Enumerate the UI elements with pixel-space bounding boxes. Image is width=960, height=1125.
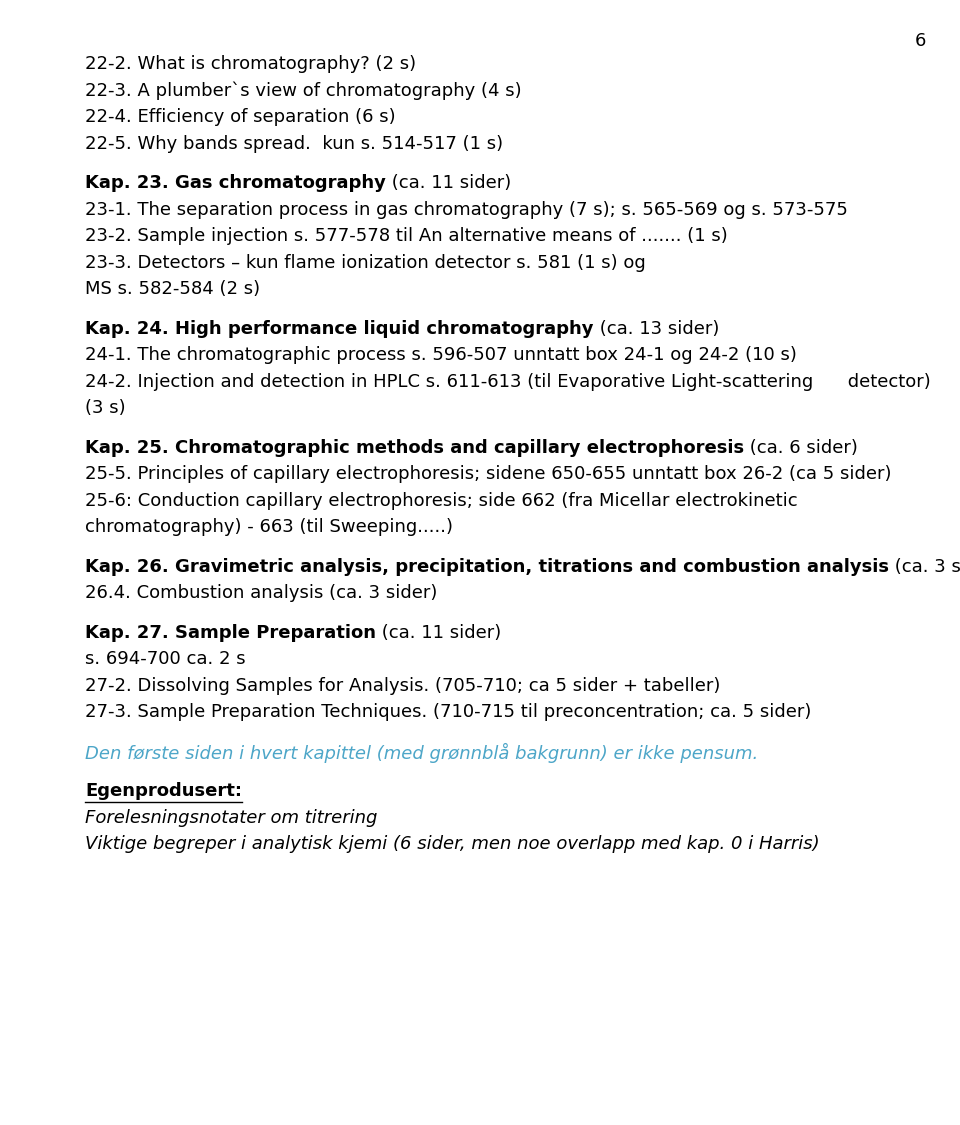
Text: Kap. 23. Gas chromatography: Kap. 23. Gas chromatography [85,174,386,192]
Text: Kap. 27. Sample Preparation: Kap. 27. Sample Preparation [85,623,376,641]
Text: 22-4. Efficiency of separation (6 s): 22-4. Efficiency of separation (6 s) [85,108,396,126]
Text: MS s. 582-584 (2 s): MS s. 582-584 (2 s) [85,280,260,298]
Text: (ca. 13 sider): (ca. 13 sider) [593,319,719,337]
Text: 25-5. Principles of capillary electrophoresis; sidene 650-655 unntatt box 26-2 (: 25-5. Principles of capillary electropho… [85,465,892,483]
Text: Kap. 25. Chromatographic methods and capillary electrophoresis: Kap. 25. Chromatographic methods and cap… [85,439,744,457]
Text: Viktige begreper i analytisk kjemi (6 sider, men noe overlapp med kap. 0 i Harri: Viktige begreper i analytisk kjemi (6 si… [85,835,820,853]
Text: 22-3. A plumber`s view of chromatography (4 s): 22-3. A plumber`s view of chromatography… [85,81,521,100]
Text: Egenprodusert:: Egenprodusert: [85,782,242,800]
Text: Forelesningsnotater om titrering: Forelesningsnotater om titrering [85,809,377,827]
Text: 26.4. Combustion analysis (ca. 3 sider): 26.4. Combustion analysis (ca. 3 sider) [85,584,438,602]
Text: 27-2. Dissolving Samples for Analysis. (705-710; ca 5 sider + tabeller): 27-2. Dissolving Samples for Analysis. (… [85,676,720,694]
Text: 23-3. Detectors – kun flame ionization detector s. 581 (1 s) og: 23-3. Detectors – kun flame ionization d… [85,253,646,271]
Text: 24-1. The chromatographic process s. 596-507 unntatt box 24-1 og 24-2 (10 s): 24-1. The chromatographic process s. 596… [85,346,797,364]
Text: 25-6: Conduction capillary electrophoresis; side 662 (fra Micellar electrokineti: 25-6: Conduction capillary electrophores… [85,492,798,510]
Text: s. 694-700 ca. 2 s: s. 694-700 ca. 2 s [85,650,246,668]
Text: (ca. 6 sider): (ca. 6 sider) [744,439,858,457]
Text: Kap. 26. Gravimetric analysis, precipitation, titrations and combustion analysis: Kap. 26. Gravimetric analysis, precipita… [85,558,889,576]
Text: Kap. 24. High performance liquid chromatography: Kap. 24. High performance liquid chromat… [85,319,593,337]
Text: 23-2. Sample injection s. 577-578 til An alternative means of ....... (1 s): 23-2. Sample injection s. 577-578 til An… [85,227,728,245]
Text: 22-5. Why bands spread.  kun s. 514-517 (1 s): 22-5. Why bands spread. kun s. 514-517 (… [85,135,503,153]
Text: 27-3. Sample Preparation Techniques. (710-715 til preconcentration; ca. 5 sider): 27-3. Sample Preparation Techniques. (71… [85,703,811,721]
Text: 6: 6 [915,32,926,50]
Text: (3 s): (3 s) [85,399,126,417]
Text: 22-2. What is chromatography? (2 s): 22-2. What is chromatography? (2 s) [85,55,416,73]
Text: 24-2. Injection and detection in HPLC s. 611-613 (til Evaporative Light-scatteri: 24-2. Injection and detection in HPLC s.… [85,372,931,390]
Text: chromatography) - 663 (til Sweeping.....): chromatography) - 663 (til Sweeping.....… [85,518,453,536]
Text: (ca. 3 sider): (ca. 3 sider) [889,558,960,576]
Text: 23-1. The separation process in gas chromatography (7 s); s. 565-569 og s. 573-5: 23-1. The separation process in gas chro… [85,200,848,218]
Text: (ca. 11 sider): (ca. 11 sider) [386,174,511,192]
Text: Den første siden i hvert kapittel (med grønnblå bakgrunn) er ikke pensum.: Den første siden i hvert kapittel (med g… [85,742,758,763]
Text: (ca. 11 sider): (ca. 11 sider) [376,623,501,641]
